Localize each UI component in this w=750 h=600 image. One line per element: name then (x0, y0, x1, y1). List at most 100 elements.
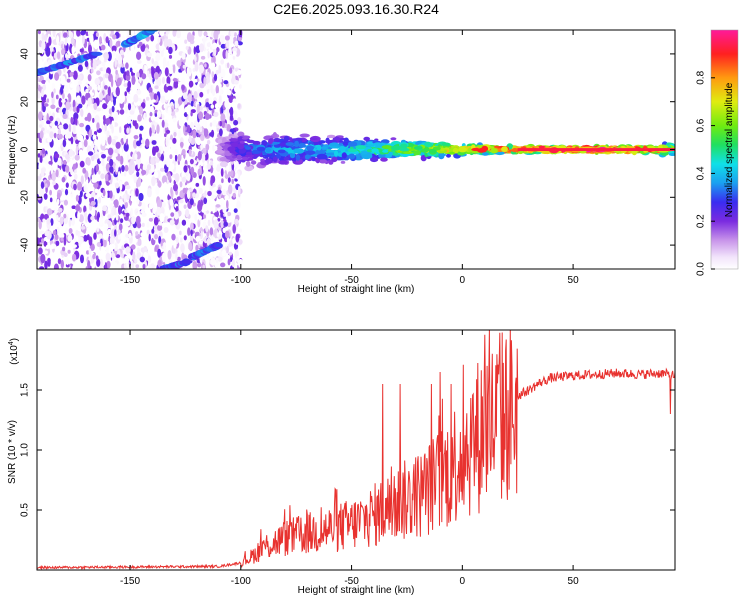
noise-speck (200, 199, 204, 207)
noise-speck (46, 120, 51, 125)
noise-speck (168, 46, 173, 55)
noise-speck (153, 257, 158, 266)
noise-speck (192, 192, 196, 198)
noise-speck (101, 157, 105, 167)
noise-speck (157, 36, 161, 44)
noise-speck (172, 137, 177, 144)
noise-speck (58, 124, 64, 130)
noise-speck (112, 187, 117, 196)
signal-blob (217, 146, 223, 151)
noise-speck (65, 53, 68, 59)
noise-speck (57, 133, 63, 140)
noise-speck (217, 50, 221, 57)
noise-speck (79, 48, 84, 53)
noise-speck (232, 224, 236, 234)
noise-speck (94, 198, 98, 208)
signal-blob (366, 149, 373, 153)
noise-speck (200, 230, 203, 239)
noise-speck (197, 150, 202, 161)
signal-blob (452, 147, 459, 154)
spectrogram-y-tick-label: 40 (20, 48, 31, 60)
signal-blob (390, 137, 397, 141)
noise-speck (61, 176, 66, 183)
noise-speck (204, 113, 210, 120)
noise-speck (53, 263, 59, 269)
noise-speck (163, 241, 166, 252)
noise-speck (56, 214, 59, 221)
signal-blob (277, 149, 286, 154)
noise-speck (128, 232, 132, 239)
noise-speck (227, 258, 231, 266)
noise-speck (220, 211, 223, 218)
spectrogram-y-tick-label: -20 (20, 190, 31, 205)
noise-speck (47, 137, 53, 143)
noise-speck (237, 258, 244, 268)
noise-speck (38, 58, 43, 69)
noise-speck (117, 55, 123, 65)
noise-speck (158, 235, 162, 244)
noise-speck (198, 30, 203, 37)
noise-speck (186, 190, 191, 200)
noise-speck (125, 212, 130, 217)
signal-blob (381, 145, 393, 150)
noise-speck (136, 71, 140, 78)
noise-speck (152, 146, 156, 157)
noise-speck (177, 154, 182, 162)
noise-speck (135, 188, 139, 197)
noise-speck (45, 245, 50, 249)
noise-speck (119, 109, 125, 115)
noise-speck (180, 77, 186, 85)
noise-speck (104, 107, 109, 116)
noise-speck (66, 210, 71, 215)
noise-speck (123, 154, 128, 160)
signal-blob (315, 158, 320, 164)
noise-speck (131, 75, 136, 85)
noise-speck (104, 78, 108, 84)
noise-speck (63, 199, 68, 206)
signal-blob (305, 150, 316, 156)
noise-speck (224, 195, 229, 200)
noise-speck (178, 129, 182, 139)
noise-speck (144, 233, 149, 241)
noise-speck (121, 35, 126, 41)
noise-speck (90, 215, 95, 221)
noise-speck (183, 165, 188, 173)
noise-speck (171, 233, 176, 241)
noise-speck (105, 36, 109, 44)
noise-speck (161, 76, 166, 85)
signal-blob (348, 153, 356, 160)
noise-speck (227, 211, 232, 217)
noise-speck (216, 93, 219, 99)
noise-speck (90, 200, 96, 206)
noise-speck (236, 200, 241, 210)
noise-speck (151, 67, 155, 77)
noise-speck (200, 143, 204, 151)
noise-speck (62, 32, 68, 38)
noise-speck (197, 168, 201, 176)
noise-speck (80, 226, 86, 230)
noise-speck (226, 200, 229, 209)
snr-exponent-power: 4 (8, 341, 15, 345)
noise-speck (139, 256, 145, 263)
noise-speck (115, 86, 121, 97)
noise-speck (43, 94, 47, 98)
noise-speck (186, 249, 189, 256)
noise-speck (178, 68, 181, 73)
noise-speck (83, 121, 87, 127)
signal-blob (298, 143, 306, 148)
noise-speck (56, 83, 60, 91)
noise-speck (213, 30, 219, 40)
noise-speck (91, 167, 94, 176)
noise-speck (38, 111, 43, 122)
noise-speck (65, 182, 69, 188)
noise-speck (164, 133, 167, 138)
noise-speck (96, 70, 101, 76)
noise-speck (58, 108, 62, 114)
noise-speck (83, 234, 88, 242)
signal-blob (250, 160, 257, 165)
noise-speck (51, 171, 56, 182)
noise-speck (211, 71, 215, 79)
noise-speck (83, 77, 87, 83)
spectrogram-x-tick-label: -100 (231, 275, 251, 286)
noise-speck (49, 131, 54, 139)
